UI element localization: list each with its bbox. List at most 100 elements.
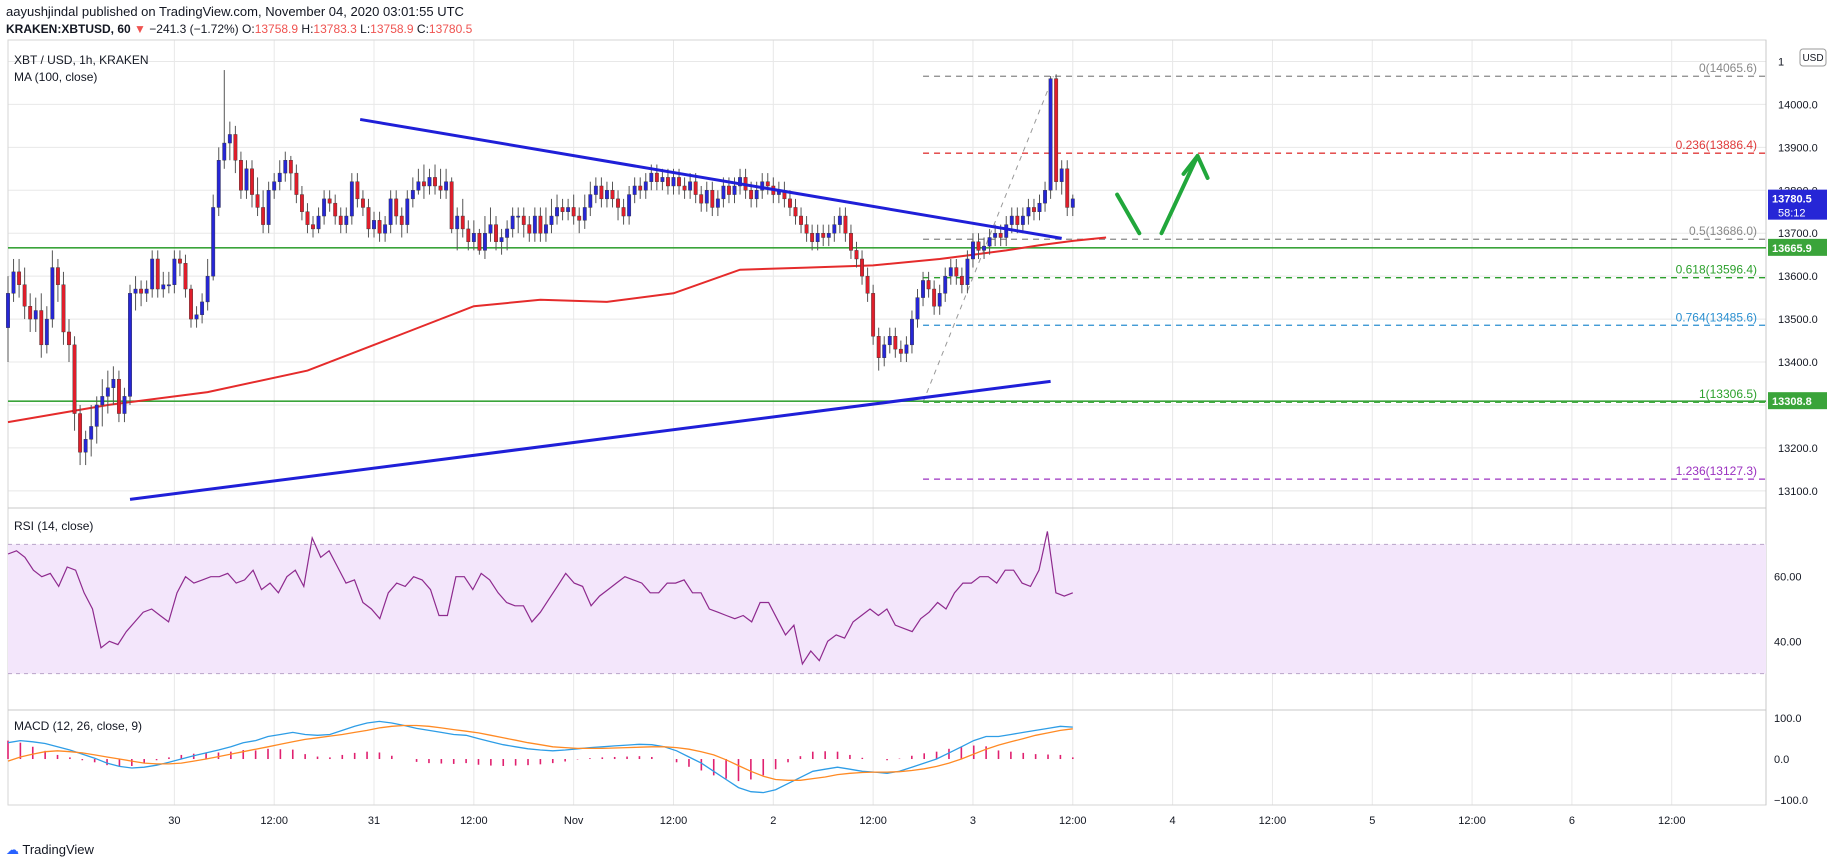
candle-body: [55, 267, 60, 285]
candle-body: [1070, 198, 1075, 208]
price-axis-tick: 13200.0: [1778, 443, 1818, 455]
candle-body: [521, 215, 526, 225]
fib-level-label: 0.236(13886.4): [1676, 138, 1757, 152]
candle-body: [721, 185, 726, 200]
candle-body: [971, 241, 975, 260]
candle-body: [83, 439, 88, 453]
candle-body: [133, 288, 138, 294]
symbol-ohlc-bar: KRAKEN:XBTUSD, 60 ▼ −241.3 (−1.72%) O:13…: [6, 22, 472, 36]
candle-body: [477, 233, 482, 251]
trendline-lower: [129, 379, 1051, 501]
candle-body: [383, 224, 388, 234]
candle-body: [948, 267, 953, 277]
candle-body: [904, 344, 909, 354]
candle-body: [399, 215, 404, 225]
price-axis-tick: 13700.0: [1778, 228, 1818, 240]
price-axis[interactable]: 13100.013200.013300.013400.013500.013600…: [1768, 48, 1827, 498]
time-axis[interactable]: 30 12:00 31 12:00 Nov 12:00 2 12:00 3 12:00 4 12:00…: [168, 815, 1685, 827]
candle-body: [105, 387, 110, 397]
time-axis-tick: 3: [970, 815, 976, 827]
candle-body: [261, 207, 266, 225]
candle-body: [155, 258, 160, 290]
ohlc-high-key: H:: [301, 22, 314, 36]
price-label-box: [1768, 238, 1827, 256]
candle-body: [926, 280, 931, 290]
candle-body: [732, 185, 737, 195]
time-axis-tick: 12:00: [859, 815, 887, 827]
candle-body: [205, 275, 210, 303]
candle-body: [1043, 190, 1047, 204]
candle-body: [527, 224, 532, 234]
ohlc-low: 13758.9: [370, 22, 414, 36]
candle-body: [893, 336, 898, 350]
candle-body: [593, 185, 598, 195]
candle-body: [560, 207, 565, 212]
price-label-text: 13780.5: [1772, 194, 1812, 206]
currency-badge-label: USD: [1802, 53, 1823, 64]
candle-body: [610, 190, 615, 200]
candle-body: [211, 207, 216, 277]
candle-body: [28, 306, 33, 320]
candle-body: [416, 181, 421, 191]
time-axis-tick: 6: [1569, 815, 1575, 827]
time-axis-tick: 12:00: [1059, 815, 1087, 827]
candle-body: [166, 284, 171, 287]
projection-arrows[interactable]: [1115, 153, 1210, 236]
time-axis-tick: 2: [770, 815, 776, 827]
candle-body: [333, 202, 338, 217]
candle-body: [532, 215, 537, 234]
macd-label: MACD (12, 26, close, 9): [14, 719, 142, 733]
candle-body: [1037, 202, 1042, 212]
arrow-up-head-icon: [1181, 153, 1210, 180]
arrow-down-shaft: [1115, 192, 1142, 236]
macd-pane: MACD (12, 26, close, 9) 100.0 0.0 −100.0: [7, 713, 1808, 807]
candle-body: [510, 215, 515, 230]
candle-body: [366, 207, 371, 230]
candle-body: [277, 172, 282, 182]
candle-body: [882, 344, 887, 358]
candle-body: [1032, 207, 1036, 212]
candle-body: [444, 181, 449, 191]
candle-body: [410, 190, 415, 200]
candle-body: [538, 215, 543, 234]
grid: [8, 40, 1766, 805]
candle-body: [50, 267, 55, 320]
candle-body: [305, 211, 310, 225]
rsi-line: [7, 531, 1074, 666]
candle-body: [832, 224, 837, 234]
candle-body: [488, 224, 493, 234]
price-label-text: 13308.8: [1772, 396, 1812, 408]
candlesticks: [6, 70, 1075, 466]
candle-body: [982, 245, 986, 251]
candle-body: [693, 181, 698, 195]
candle-body: [654, 172, 659, 182]
chart-legend: XBT / USD, 1h, KRAKEN MA (100, close): [14, 53, 149, 84]
candle-body: [727, 185, 731, 195]
candle-body: [643, 181, 648, 191]
tradingview-logo-icon: ☁: [6, 842, 19, 857]
currency-badge: USD: [1799, 48, 1827, 67]
candle-body: [1048, 78, 1053, 191]
candle-body: [194, 314, 199, 320]
candle-body: [1054, 78, 1059, 182]
candle-body: [793, 207, 798, 217]
trendlines[interactable]: [129, 117, 1062, 501]
fibonacci-retracement[interactable]: 0(14065.6) 0.236(13886.4) 0.5(13686.0) 0.61…: [922, 61, 1766, 480]
candle-body: [871, 293, 876, 337]
candle-body: [67, 331, 71, 346]
rsi-axis-tick: 60.00: [1774, 572, 1802, 584]
candle-body: [582, 207, 587, 221]
candle-body: [1009, 215, 1014, 225]
candle-body: [1020, 215, 1025, 225]
price-axis-tick: 1: [1778, 56, 1784, 68]
candle-body: [250, 168, 254, 195]
candle-body: [150, 258, 155, 290]
candle-body: [283, 160, 288, 174]
candle-body: [898, 348, 903, 354]
candle-body: [44, 318, 49, 346]
fib-level-label: 0(14065.6): [1699, 61, 1757, 75]
rsi-pane: RSI (14, close) 60.00 40.00: [7, 519, 1802, 675]
candle-body: [959, 275, 964, 285]
candle-body: [78, 413, 83, 453]
